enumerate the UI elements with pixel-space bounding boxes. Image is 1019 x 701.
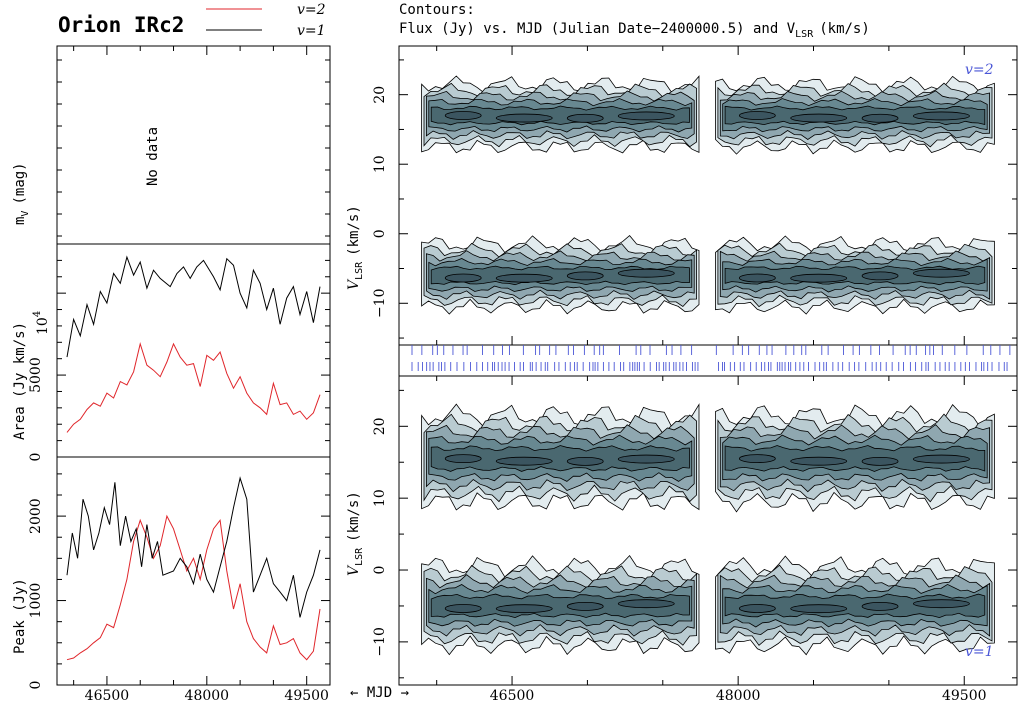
v2-contour-peak [861,271,899,281]
velocity-tick-label: −10 [372,627,388,657]
peak-panel-frame [56,456,331,686]
v2-contour-level [430,105,690,126]
v2-contour-peak [444,273,482,283]
area-ylabel: Area (Jy km/s) [12,322,28,440]
velocity-tick-label: 20 [372,86,388,104]
contour-header-line2: Flux (Jy) vs. MJD (Julian Date−2400000.5… [399,21,870,40]
figure-title: Orion IRc2 [58,13,184,37]
area-series-v1 [66,255,321,358]
peak-series-v1 [66,476,321,618]
v2-contour-peak [617,268,675,278]
v2-contour-peak [738,273,776,283]
v1-contour-level [724,593,986,619]
peak-series-group [66,476,321,661]
velocity-tick-label: 20 [372,417,388,435]
peak-series-v2 [66,514,321,661]
area-y-tick-labels: 0 5000 [28,357,44,461]
v2-contour-level [724,105,986,126]
area-y-tick-label: 5000 [28,357,44,393]
v2-contour-peak [738,111,776,120]
v2-contour-peak [566,113,604,123]
velocity-tick-labels: −10 −10 0 0 10 10 20 20 [372,86,388,657]
v2-contour-map [421,75,995,315]
v1-contour-peak [738,454,776,464]
v2-contour-peak [913,268,970,278]
v2-velocity-axis-label: VLSR(km/s) [346,205,365,290]
velocity-tick-label: 0 [372,566,388,575]
v1-contour-peak [566,456,604,466]
v1-contour-level [724,445,986,472]
v2-contour-peak [444,111,482,120]
v2-contour-peak [861,113,899,123]
mv-panel-frame [56,45,331,245]
v1-contour-peak [861,456,899,466]
v2-contour-peak [566,271,604,281]
mv-ylabel: mV(mag) [12,162,31,225]
v1-contour-peak [566,601,604,611]
contour-panel-frame [398,45,1018,686]
area-y-tick-label: 0 [28,453,44,462]
v2-map-tag: v=2 [965,62,994,78]
mjd-arrow-label: ← MJD → [350,685,409,701]
v1-contour-level [430,445,690,472]
v1-contour-peak [617,454,675,464]
no-data-note: No data [145,127,161,186]
v1-contour-peak [738,604,776,613]
contour-header-line1: Contours: [399,2,475,18]
v1-contour-peak [617,599,675,609]
legend-v1-label: v=1 [297,23,326,39]
area-series-v2 [66,342,321,433]
velocity-tick-label: 10 [372,155,388,173]
left-x-tick-labels: 46500 48000 49500 [85,688,329,701]
v1-contour-peak [861,601,899,611]
peak-y-tick-label: 1000 [28,583,44,619]
observation-epoch-ticks [411,345,1011,371]
v1-contour-peak [444,454,482,464]
peak-ylabel: Peak (Jy) [12,578,28,654]
v1-contour-peak [913,599,970,609]
v1-map-tag: v=1 [965,644,994,660]
right-x-tick-labels: 46500 48000 49500 [490,688,987,701]
right-x-tick-label: 46500 [490,688,535,701]
right-tick-marks [399,46,1017,685]
v2-contour-peak [913,111,970,121]
left-tick-marks [57,46,330,686]
left-x-tick-label: 46500 [85,688,130,701]
v2-contour-peak [495,273,553,283]
v1-contour-peak [790,604,848,614]
right-x-tick-label: 48000 [716,688,761,701]
v1-contour-peak [790,456,848,466]
legend-v2-label: v=2 [297,2,326,18]
v2-contour-peak [790,273,848,283]
right-x-tick-label: 49500 [942,688,987,701]
peak-y-tick-label: 0 [28,681,44,690]
left-x-tick-label: 48000 [185,688,230,701]
velocity-tick-label: 0 [372,229,388,238]
v1-contour-peak [444,604,482,613]
peak-y-tick-label: 2000 [28,498,44,534]
v2-contour-peak [790,113,848,123]
area-multiplier: 104 [32,311,51,335]
v2-contour-peak [495,113,553,123]
v1-contour-map [421,403,995,656]
v1-contour-peak [913,454,970,464]
v1-contour-level [430,593,690,619]
v1-velocity-axis-label: VLSR(km/s) [346,491,365,576]
left-x-tick-label: 49500 [284,688,329,701]
v1-contour-peak [495,604,553,614]
v2-contour-peak [617,111,675,121]
v1-contour-peak [495,456,553,466]
velocity-tick-label: 10 [372,489,388,507]
velocity-tick-label: −10 [372,289,388,319]
area-series-group [66,255,321,433]
area-panel-frame [56,243,331,458]
peak-y-tick-labels: 0 1000 2000 [28,498,44,689]
